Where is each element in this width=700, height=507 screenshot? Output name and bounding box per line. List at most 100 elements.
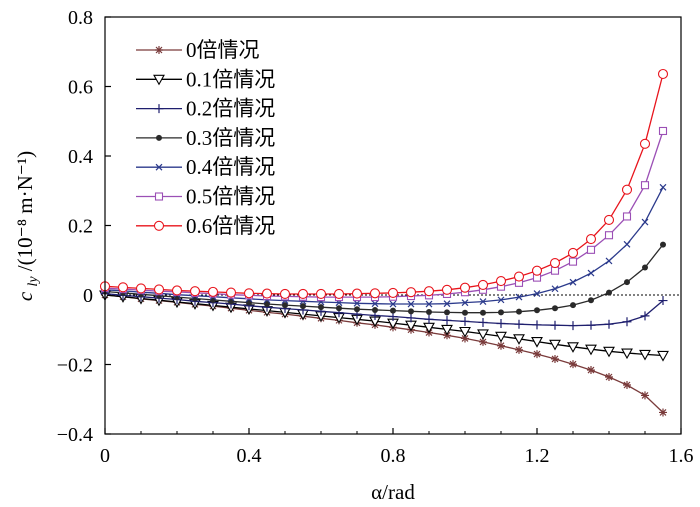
- data-point: [279, 288, 291, 300]
- data-point: [567, 342, 579, 353]
- y-tick-label: 0.2: [68, 216, 93, 238]
- data-point: [603, 346, 615, 358]
- x-axis-title: α/rad: [371, 480, 415, 504]
- data-point: [513, 334, 525, 345]
- legend-label: 0.4倍情况: [186, 155, 275, 179]
- data-point: [389, 300, 397, 308]
- x-tick-label: 0.8: [381, 445, 406, 467]
- legend-label: 0.2倍情况: [186, 97, 275, 121]
- data-point: [585, 234, 597, 245]
- x-tick-label: 0: [100, 445, 110, 467]
- data-point: [425, 300, 433, 308]
- x-tick-label: 1.2: [525, 445, 550, 467]
- legend-label: 0.6倍情况: [186, 214, 275, 238]
- data-point: [587, 366, 595, 375]
- legend-marker: [156, 134, 162, 141]
- data-point: [623, 240, 631, 248]
- data-point: [498, 309, 504, 316]
- data-point: [604, 319, 614, 329]
- data-point: [297, 288, 309, 300]
- data-point: [372, 306, 378, 313]
- y-tick-label: 0.8: [68, 7, 93, 29]
- data-point: [622, 317, 632, 327]
- data-point: [333, 288, 345, 300]
- data-point: [496, 318, 506, 328]
- legend-entry: 0倍情况: [136, 38, 260, 62]
- data-point: [639, 349, 651, 361]
- series: [99, 68, 669, 300]
- data-point: [225, 287, 237, 298]
- legend-entry: 0.3倍情况: [136, 126, 275, 150]
- series-line: [104, 244, 664, 314]
- axis-ticks: 0 0.4 0.8 1.2 1.6 −0.4 −0.2 0 0.2 0.4 0.6 0.8: [57, 7, 694, 467]
- plot-frame: [104, 16, 682, 435]
- data-point: [604, 231, 614, 240]
- data-point: [351, 288, 363, 299]
- data-point: [550, 320, 560, 330]
- data-point: [117, 282, 129, 293]
- data-point: [171, 285, 183, 296]
- data-point: [477, 279, 489, 290]
- y-tick-label: 0: [83, 285, 93, 307]
- data-point: [459, 282, 471, 293]
- y-axis-units: /(10⁻⁸ m·N⁻¹): [13, 151, 37, 271]
- data-point: [243, 288, 255, 299]
- data-point: [261, 288, 273, 299]
- data-point: [480, 309, 486, 316]
- data-point: [621, 348, 633, 360]
- data-point: [551, 354, 559, 363]
- data-point: [569, 278, 577, 286]
- data-point: [639, 138, 651, 149]
- data-point: [495, 276, 507, 287]
- legend-marker: [153, 74, 165, 86]
- data-point: [586, 320, 596, 330]
- data-point: [641, 391, 649, 400]
- data-point: [515, 345, 523, 354]
- data-point: [657, 68, 669, 80]
- data-point: [569, 360, 577, 369]
- data-point: [478, 317, 488, 327]
- data-point: [660, 241, 666, 248]
- y-tick-label: −0.2: [57, 355, 93, 377]
- data-point: [534, 307, 540, 314]
- data-point: [531, 265, 543, 276]
- data-point: [585, 344, 597, 356]
- data-point: [461, 334, 469, 343]
- legend: 0倍情况 0.1倍情况 0.2倍情况 0.3倍情况 0.4倍情况 0.5倍情况 0.6倍情况: [136, 38, 275, 238]
- data-point: [479, 298, 487, 306]
- data-point: [423, 286, 435, 297]
- legend-marker: [155, 46, 163, 54]
- data-point: [207, 286, 219, 297]
- data-point: [624, 279, 630, 286]
- data-point: [658, 296, 668, 306]
- data-point: [606, 289, 612, 296]
- legend-entry: 0.4倍情况: [136, 155, 275, 179]
- data-point: [622, 212, 632, 221]
- legend-entry: 0.5倍情况: [136, 185, 275, 209]
- legend-marker: [155, 163, 163, 171]
- data-point: [567, 247, 579, 259]
- data-point: [477, 329, 489, 341]
- data-point: [513, 271, 525, 282]
- data-point: [641, 218, 649, 226]
- data-point: [495, 331, 507, 343]
- data-point: [318, 304, 324, 311]
- legend-label: 0.3倍情况: [186, 126, 275, 150]
- data-point: [408, 308, 414, 315]
- data-point: [353, 299, 361, 307]
- data-point: [533, 290, 541, 298]
- data-point: [371, 300, 379, 308]
- data-point: [532, 320, 542, 330]
- data-point: [659, 408, 667, 417]
- legend-marker: [153, 220, 165, 231]
- data-point: [642, 264, 648, 271]
- data-point: [640, 311, 650, 321]
- data-point: [443, 300, 451, 308]
- data-point: [551, 285, 559, 293]
- data-point: [444, 309, 450, 316]
- data-point: [459, 326, 471, 338]
- y-tick-label: 0.4: [68, 146, 93, 168]
- data-point: [549, 257, 561, 269]
- data-point: [658, 126, 668, 136]
- data-point: [462, 309, 468, 316]
